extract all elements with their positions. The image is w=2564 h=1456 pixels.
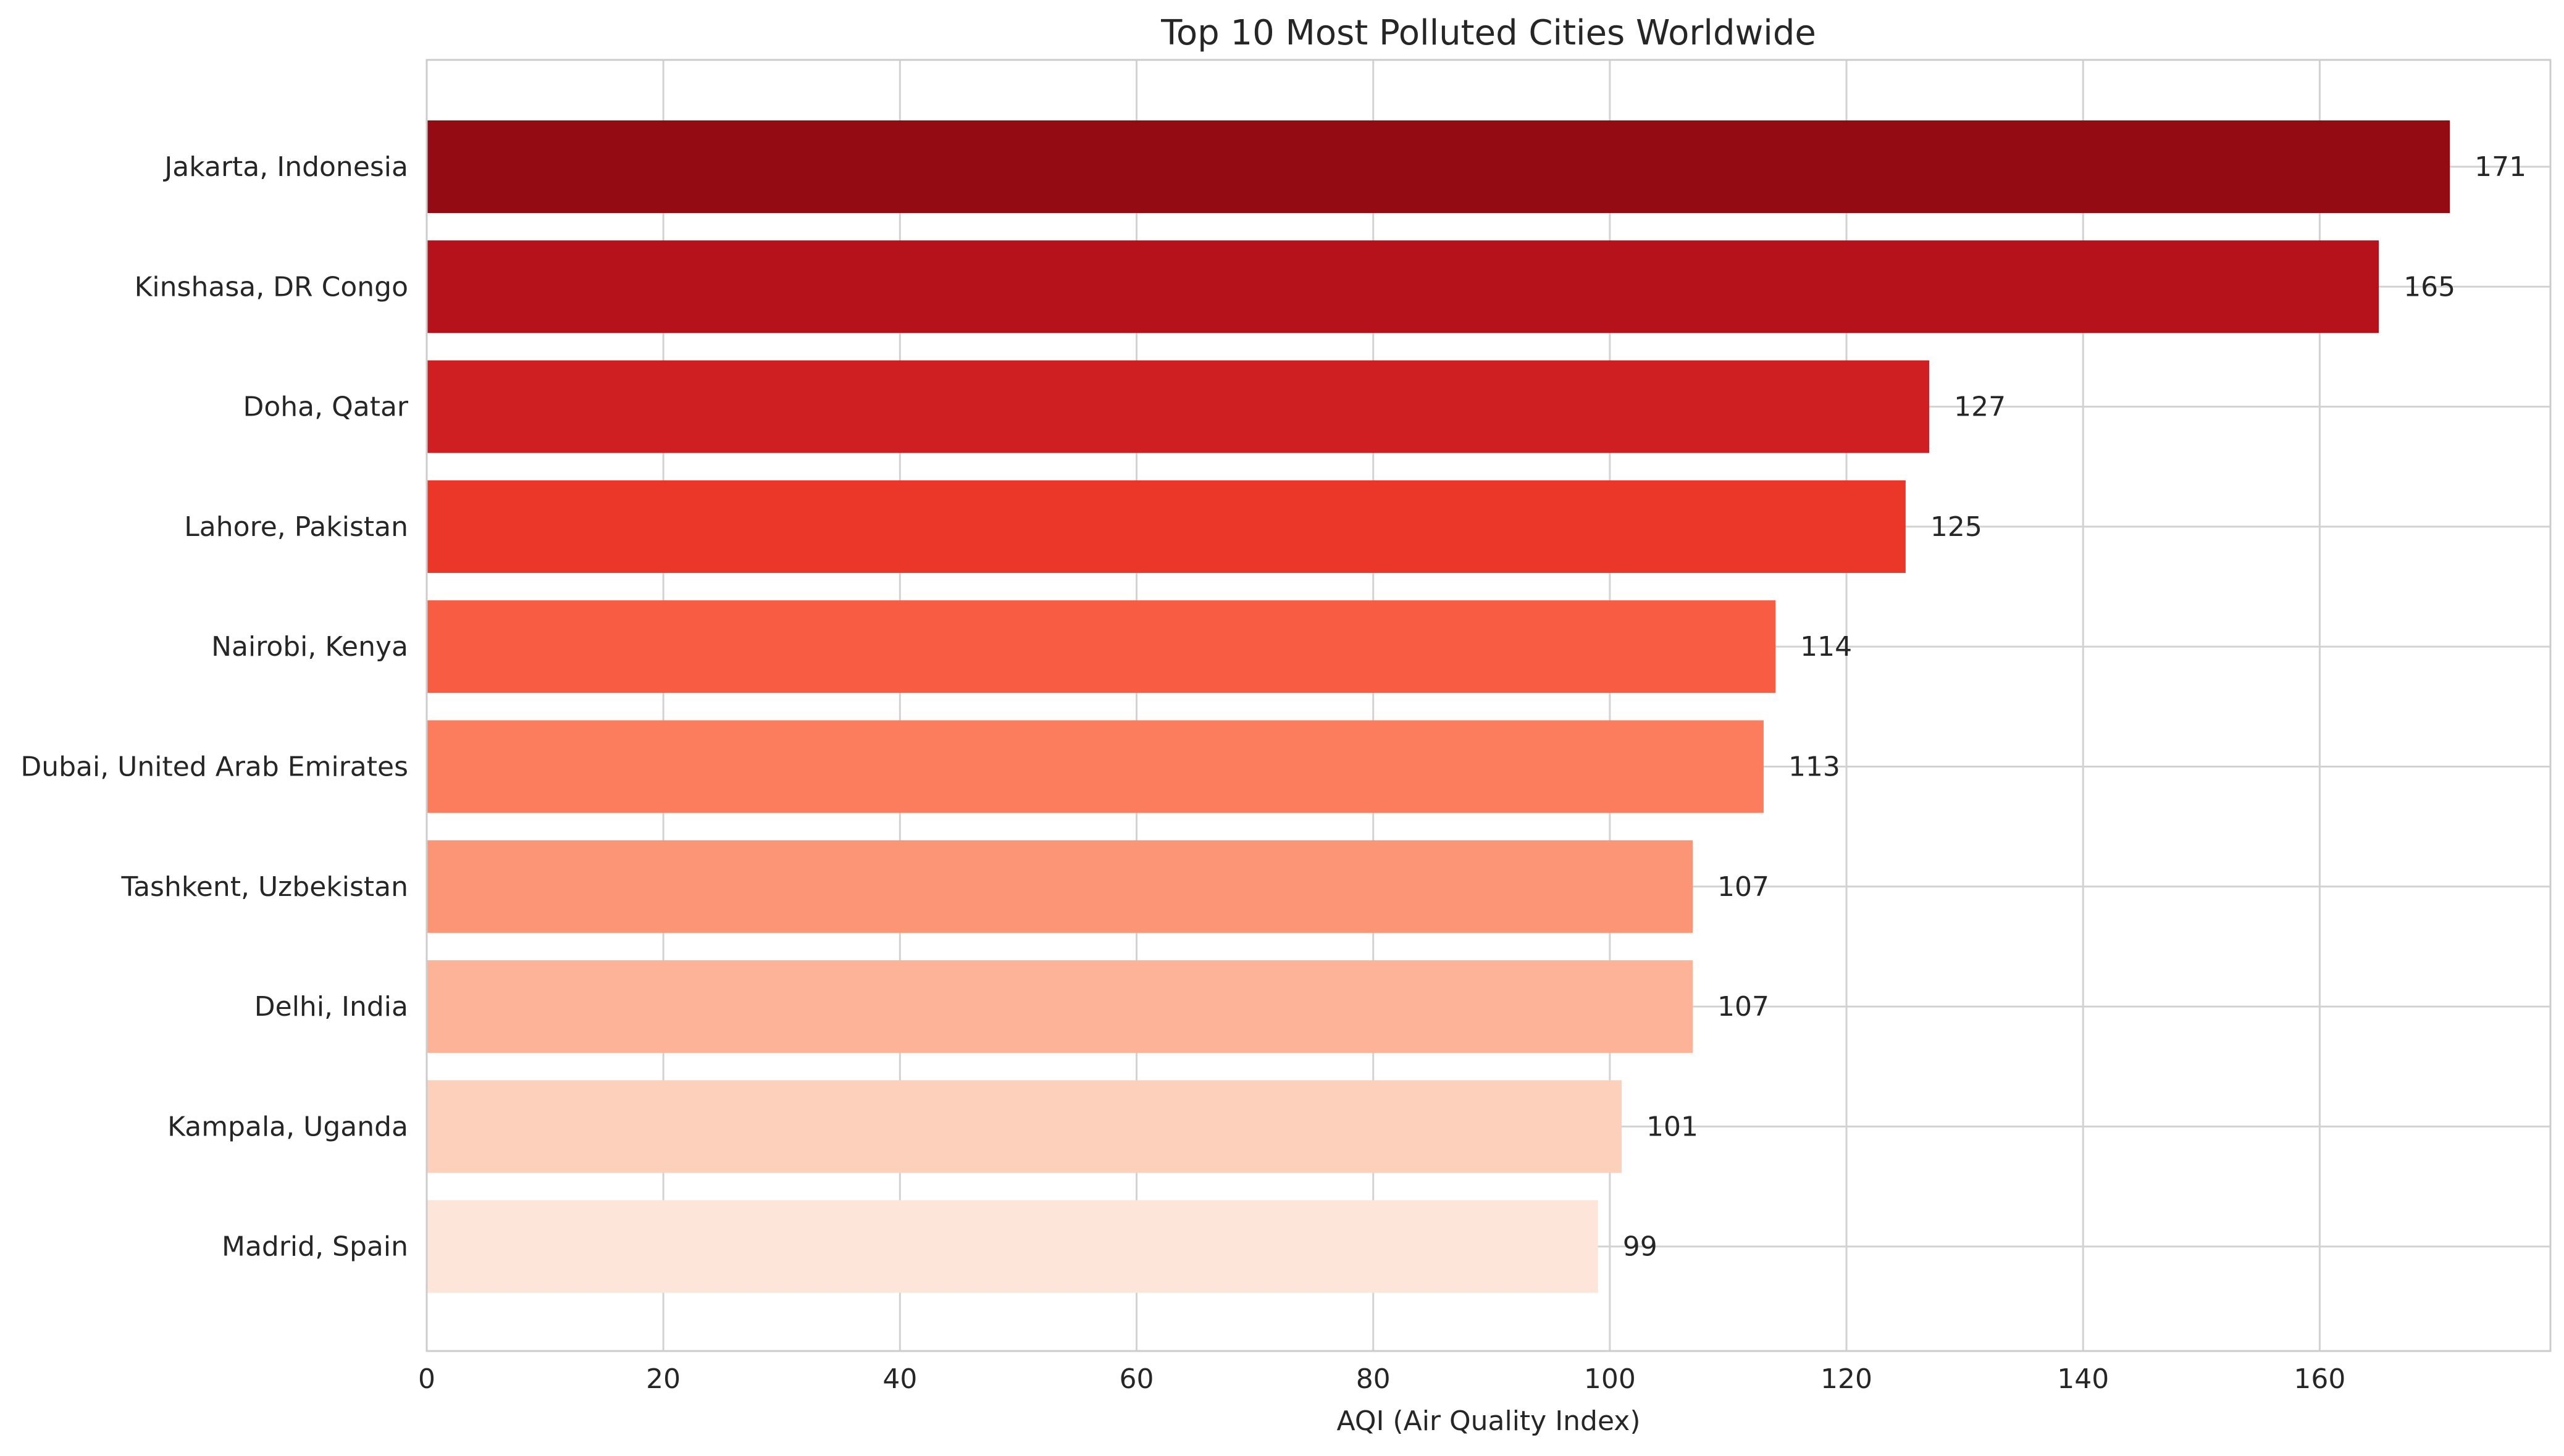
bar: [427, 1200, 1598, 1293]
bar: [427, 600, 1776, 693]
y-axis-labels: Jakarta, Indonesia Kinshasa, DR Congo Doha…: [20, 151, 409, 1263]
y-tick-label: Madrid, Spain: [222, 1231, 408, 1263]
y-tick-label: Jakarta, Indonesia: [162, 151, 408, 183]
bar: [427, 240, 2379, 333]
bar: [427, 480, 1906, 573]
x-tick-label: 20: [646, 1363, 681, 1395]
bar-value-label: 165: [2403, 271, 2455, 303]
bar: [427, 360, 1930, 453]
x-tick-label: 40: [882, 1363, 917, 1395]
y-tick-label: Nairobi, Kenya: [211, 631, 408, 663]
bar: [427, 960, 1693, 1053]
x-tick-label: 0: [418, 1363, 435, 1395]
x-tick-label: 140: [2057, 1363, 2109, 1395]
bar-value-label: 171: [2474, 151, 2526, 183]
x-tick-label: 80: [1356, 1363, 1391, 1395]
x-tick-label: 60: [1120, 1363, 1154, 1395]
bar: [427, 720, 1764, 813]
x-tick-label: 160: [2294, 1363, 2345, 1395]
bar-value-label: 99: [1623, 1231, 1657, 1263]
bar-layer: [427, 120, 2450, 1293]
bar-value-label: 113: [1788, 751, 1840, 783]
bar-value-label: 114: [1800, 631, 1852, 663]
value-label-layer: 171 165 127 125 114 113 107 107 101 99: [1623, 151, 2526, 1263]
y-tick-label: Lahore, Pakistan: [184, 511, 408, 543]
y-tick-label: Dubai, United Arab Emirates: [20, 751, 408, 783]
y-tick-label: Doha, Qatar: [243, 391, 408, 423]
x-axis-ticks: 0 20 40 60 80 100 120 140 160: [418, 1363, 2345, 1395]
y-tick-label: Kampala, Uganda: [167, 1111, 408, 1142]
x-axis-title: AQI (Air Quality Index): [1337, 1405, 1641, 1437]
y-tick-label: Tashkent, Uzbekistan: [121, 871, 409, 903]
x-tick-label: 120: [1820, 1363, 1872, 1395]
bar: [427, 1080, 1622, 1173]
bar-value-label: 107: [1717, 871, 1769, 903]
x-tick-label: 100: [1584, 1363, 1636, 1395]
bar-value-label: 125: [1930, 511, 1982, 543]
bar: [427, 840, 1693, 933]
bar-value-label: 127: [1954, 391, 2006, 423]
plot-frame: [425, 59, 2552, 1352]
y-tick-label: Kinshasa, DR Congo: [135, 271, 408, 303]
chart-title: Top 10 Most Polluted Cities Worldwide: [1160, 13, 1816, 53]
bar-value-label: 107: [1717, 991, 1769, 1023]
bar: [427, 120, 2450, 213]
y-tick-label: Delhi, India: [254, 991, 408, 1023]
bar-value-label: 101: [1646, 1111, 1698, 1142]
